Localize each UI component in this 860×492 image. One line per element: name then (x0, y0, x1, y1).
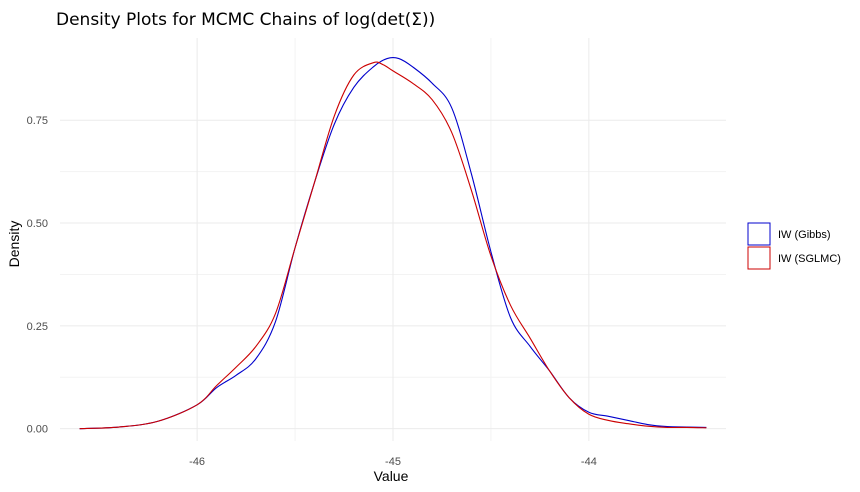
grid (60, 38, 726, 441)
x-tick-label: -46 (189, 456, 205, 468)
legend: IW (Gibbs) IW (SGLMC) (747, 222, 841, 270)
legend-key-0 (747, 222, 771, 246)
legend-label-0: IW (Gibbs) (778, 229, 831, 241)
y-tick-label: 0.50 (27, 218, 48, 230)
chart-title: Density Plots for MCMC Chains of log(det… (56, 10, 435, 30)
legend-key-1 (747, 246, 771, 270)
y-axis-label: Density (6, 221, 22, 268)
series-line-0 (79, 56, 707, 430)
y-tick-label: 0.00 (27, 424, 48, 436)
x-tick-label: -44 (581, 456, 597, 468)
series-lines (79, 56, 707, 430)
x-axis-label: Value (374, 468, 409, 484)
tick-labels: -46 -45 -44 0.00 0.25 0.50 0.75 (27, 115, 597, 468)
y-tick-label: 0.75 (27, 115, 48, 127)
y-tick-label: 0.25 (27, 321, 48, 333)
series-line-1 (79, 61, 707, 430)
legend-label-1: IW (SGLMC) (778, 253, 841, 265)
x-tick-label: -45 (385, 456, 401, 468)
